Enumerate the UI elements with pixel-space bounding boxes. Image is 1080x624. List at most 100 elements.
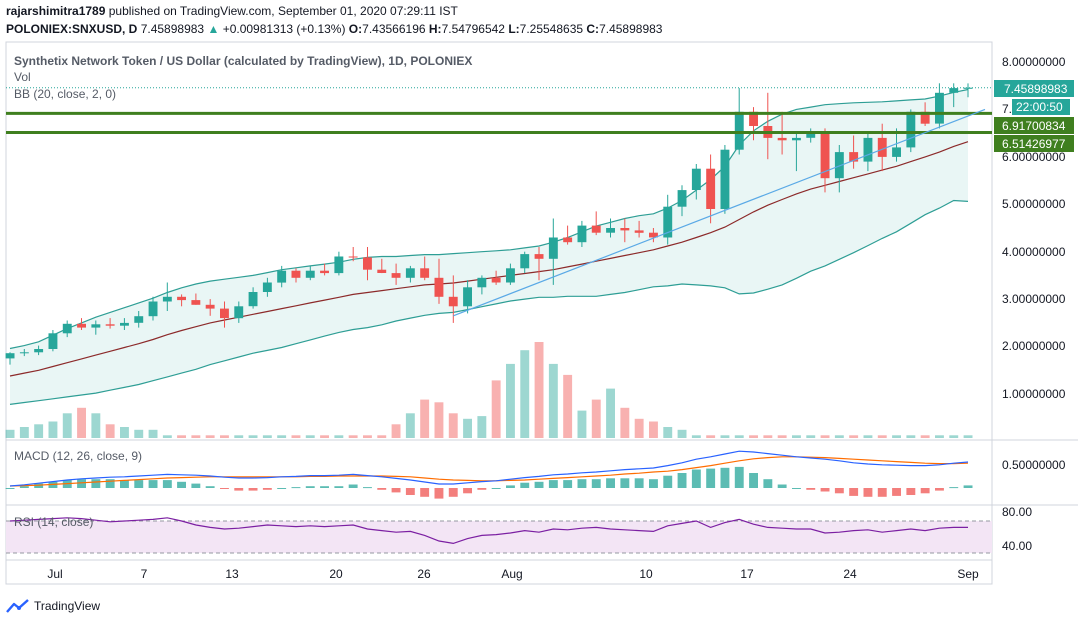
rsi-tick-label: 80.00 xyxy=(1002,505,1032,519)
macd-histogram-bar xyxy=(448,488,458,497)
change-up-icon: ▲ xyxy=(207,22,220,36)
time-tick-label: 10 xyxy=(639,567,653,581)
candle-body xyxy=(534,254,544,259)
candle-body xyxy=(606,228,615,233)
macd-histogram-bar xyxy=(663,475,673,488)
time-axis[interactable]: Jul 7 13 20 26 Aug 10 17 24 Sep xyxy=(47,567,979,581)
candle-body xyxy=(334,256,344,274)
volume-bar xyxy=(162,435,172,438)
price-change: +0.00981313 (+0.13%) xyxy=(222,22,346,36)
volume-bar xyxy=(363,435,372,438)
high-value: 7.54796542 xyxy=(441,22,505,36)
drawn-lines[interactable] xyxy=(6,87,992,317)
volume-bar xyxy=(420,399,430,438)
bb-lower-line xyxy=(9,199,969,405)
candle-body xyxy=(162,296,172,302)
macd-histogram-bar xyxy=(963,485,973,488)
macd-histogram-bar xyxy=(892,488,901,496)
volume-bar xyxy=(248,435,258,438)
price-axis[interactable]: 8.00000000 6.00000000 5.00000000 4.00000… xyxy=(1002,55,1066,401)
chart-header: rajarshimitra1789 published on TradingVi… xyxy=(6,2,1076,38)
time-tick-label: 20 xyxy=(329,567,343,581)
macd-histogram-bar xyxy=(463,488,472,494)
chart-canvas[interactable]: Synthetix Network Token / US Dollar (cal… xyxy=(0,40,1080,588)
candle-body xyxy=(391,273,401,278)
macd-histogram-bar xyxy=(834,488,844,494)
volume-bar xyxy=(620,407,630,438)
volume-bar xyxy=(234,435,244,438)
candle-body xyxy=(935,92,944,124)
candle-body xyxy=(677,190,687,207)
macd-histogram-bar xyxy=(935,488,944,491)
trendline xyxy=(453,108,986,317)
macd-histogram-bar xyxy=(277,488,287,489)
volume-bar xyxy=(506,363,515,438)
candle-body xyxy=(892,147,901,157)
candle-body xyxy=(277,270,287,283)
chart-title: Synthetix Network Token / US Dollar (cal… xyxy=(14,54,472,68)
price-tick-label: 2.00000000 xyxy=(1002,339,1066,353)
macd-legend: MACD (12, 26, close, 9) xyxy=(14,449,142,463)
volume-bar xyxy=(520,350,530,438)
volume-bar xyxy=(677,429,687,438)
candle-body xyxy=(734,111,744,150)
macd-histogram-bar xyxy=(91,479,101,488)
macd-histogram-bar xyxy=(377,488,387,490)
macd-histogram-bar xyxy=(5,488,15,489)
macd-histogram-bar xyxy=(105,479,115,488)
price-tick-label: 8.00000000 xyxy=(1002,55,1066,69)
lower-line-badge: 6.51426977 xyxy=(994,135,1074,152)
candle-body xyxy=(577,225,587,243)
macd-histogram-bar xyxy=(120,480,129,488)
candle-body xyxy=(148,301,158,317)
candle-body xyxy=(663,206,673,238)
candle-body xyxy=(48,333,58,349)
volume-bar xyxy=(763,435,773,438)
volume-bar xyxy=(920,435,930,438)
candle-body xyxy=(377,269,387,273)
macd-histogram-bar xyxy=(706,468,716,488)
candle-body xyxy=(19,352,29,354)
volume-bar xyxy=(277,435,287,438)
publisher-name[interactable]: rajarshimitra1789 xyxy=(6,4,106,18)
volume-bar xyxy=(534,342,544,438)
macd-histogram-bar xyxy=(363,487,372,489)
volume-bar xyxy=(649,421,658,438)
macd-histogram-bar xyxy=(77,479,86,488)
candle-body xyxy=(262,282,272,292)
macd-histogram-bar xyxy=(220,488,229,489)
macd-histogram-bar xyxy=(248,488,258,491)
volume-bar xyxy=(463,418,472,438)
volume-bar xyxy=(548,363,558,438)
macd-histogram-bar xyxy=(162,480,172,488)
volume-bar xyxy=(577,410,587,438)
macd-histogram-bar xyxy=(491,488,501,489)
candle-body xyxy=(248,292,258,307)
macd-histogram-bar xyxy=(820,488,830,492)
volume-bar xyxy=(663,427,673,438)
price-tick-label: 6.00000000 xyxy=(1002,150,1066,164)
volume-bar xyxy=(877,435,887,438)
macd-histogram-bar xyxy=(763,479,773,488)
candle-body xyxy=(420,268,430,278)
volume-bar xyxy=(205,435,215,438)
macd-histogram-bar xyxy=(205,486,215,488)
candle-body xyxy=(34,349,44,353)
volume-bar xyxy=(777,435,787,438)
volume-bar xyxy=(334,435,344,438)
macd-histogram-bar xyxy=(305,486,315,488)
time-tick-label: 13 xyxy=(225,567,239,581)
candle-body xyxy=(205,304,215,309)
candle-body xyxy=(305,270,315,278)
volume-bar xyxy=(834,435,844,438)
candle-body xyxy=(749,111,758,126)
volume-bar xyxy=(262,435,272,438)
macd-histogram-bar xyxy=(405,488,415,495)
brand-name[interactable]: TradingView xyxy=(34,599,101,613)
time-tick-label: 17 xyxy=(740,567,754,581)
volume-bar xyxy=(591,399,601,438)
macd-histogram-bar xyxy=(877,488,887,497)
price-tick-label: 3.00000000 xyxy=(1002,292,1066,306)
volume-bar xyxy=(949,435,959,438)
volume-bar xyxy=(220,435,229,438)
